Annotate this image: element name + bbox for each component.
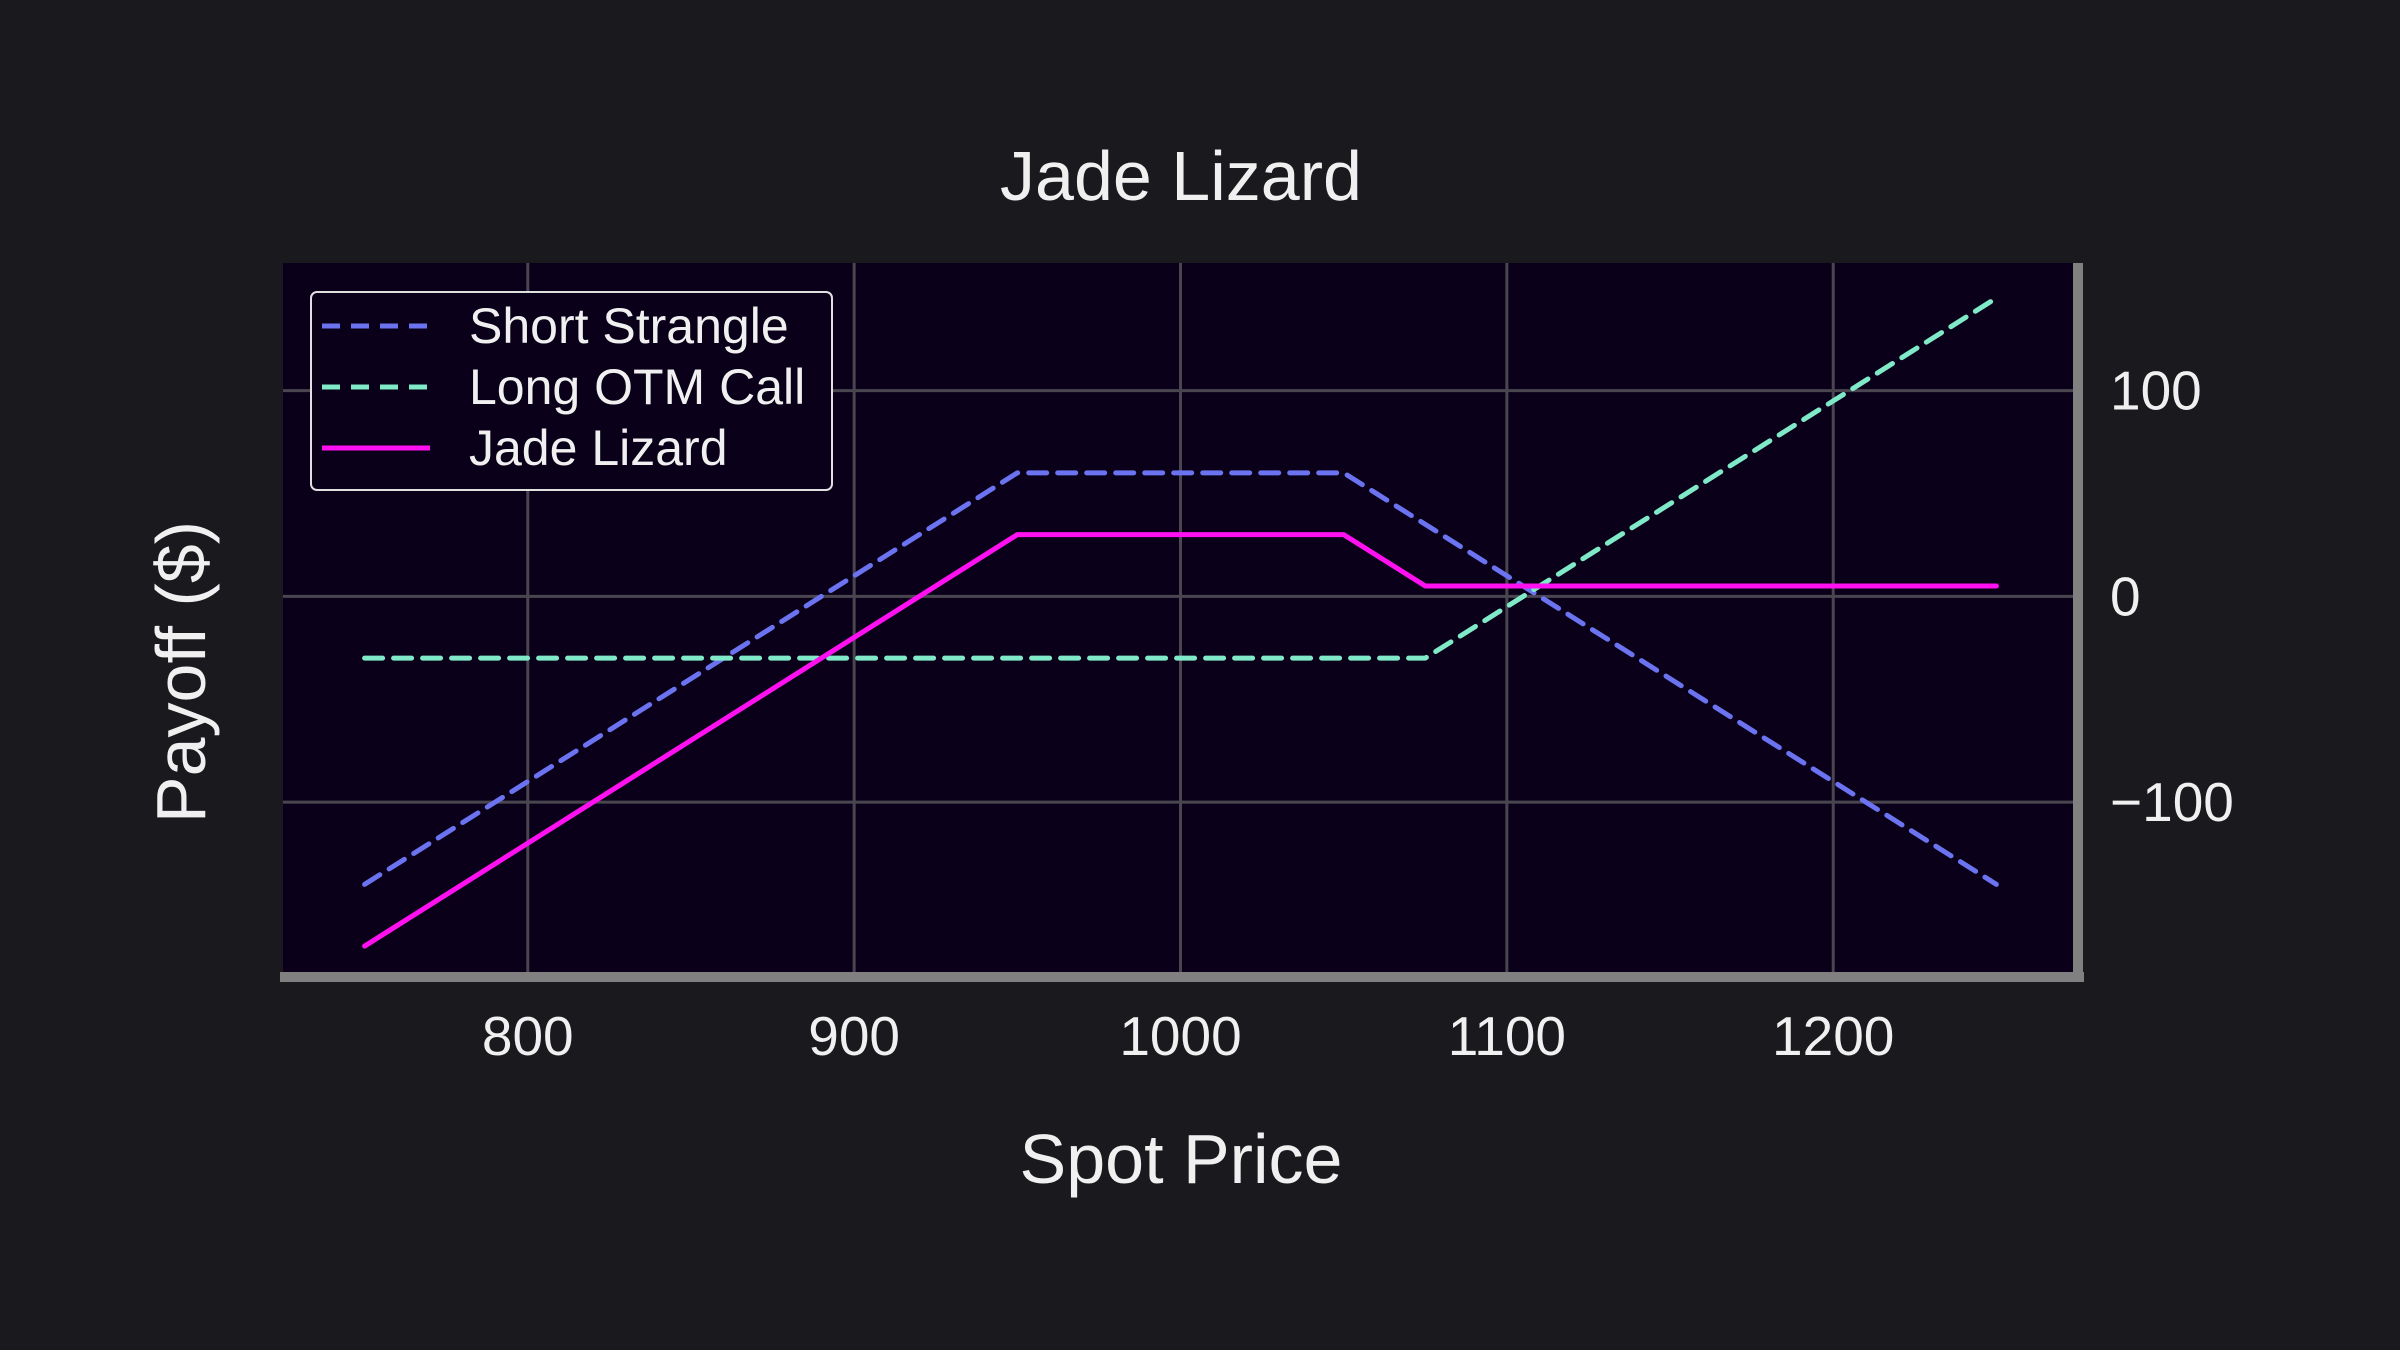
x-tick-label: 1000 bbox=[1119, 1005, 1241, 1067]
legend-label: Short Strangle bbox=[469, 298, 789, 354]
x-tick-label: 800 bbox=[482, 1005, 574, 1067]
y-tick-label: 100 bbox=[2110, 360, 2202, 422]
axes bbox=[280, 263, 2084, 982]
series-line-long-otm-call bbox=[362, 295, 1999, 661]
tick-labels: 800 900 1000 1100 1200 −100 0 100 bbox=[482, 360, 2234, 1067]
x-tick-label: 900 bbox=[808, 1005, 900, 1067]
legend-box bbox=[310, 291, 833, 491]
y-tick-label: 0 bbox=[2110, 565, 2141, 627]
y-tick-label: −100 bbox=[2110, 771, 2234, 833]
series-layer bbox=[362, 295, 1999, 949]
legend-label: Jade Lizard bbox=[469, 420, 728, 476]
x-tick-label: 1100 bbox=[1448, 1005, 1566, 1067]
x-axis-label: Spot Price bbox=[1020, 1120, 1343, 1198]
legend-label: Long OTM Call bbox=[469, 359, 805, 415]
x-tick-label: 1200 bbox=[1772, 1005, 1894, 1067]
series-line-short-strangle bbox=[362, 470, 1999, 887]
chart-title: Jade Lizard bbox=[1000, 137, 1362, 215]
y-axis-label: Payoff ($) bbox=[142, 521, 220, 823]
series-line-jade-lizard bbox=[362, 532, 1999, 949]
